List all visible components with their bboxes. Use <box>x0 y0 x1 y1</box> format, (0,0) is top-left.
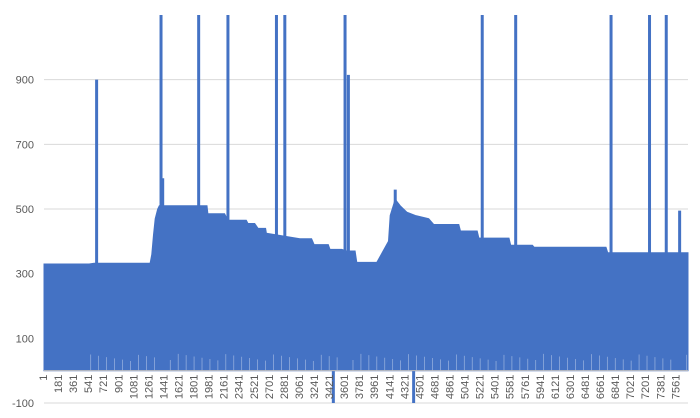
x-tick-label: 1981 <box>204 375 216 399</box>
y-tick-label: 700 <box>16 139 34 151</box>
x-tick-label: 1261 <box>143 375 155 399</box>
x-tick-label: 181 <box>53 375 65 393</box>
x-tick-label: 3061 <box>294 375 306 399</box>
x-tick-label: 901 <box>113 375 125 393</box>
x-tick-label: 1441 <box>158 375 170 399</box>
x-tick-label: 5581 <box>505 375 517 399</box>
x-tick-label: 1801 <box>189 375 201 399</box>
x-tick-label: 6481 <box>580 375 592 399</box>
x-tick-label: 2161 <box>219 375 231 399</box>
x-tick-label: 3961 <box>369 375 381 399</box>
x-tick-label: 2341 <box>234 375 246 399</box>
x-tick-label: 6121 <box>550 375 562 399</box>
x-tick-label: 1621 <box>174 375 186 399</box>
y-tick-label: 300 <box>16 269 34 281</box>
x-tick-label: 6301 <box>565 375 577 399</box>
y-tick-label: 500 <box>16 204 34 216</box>
x-tick-label: 2701 <box>264 375 276 399</box>
x-tick-label: 1 <box>38 375 50 381</box>
x-tick-label: 4861 <box>445 375 457 399</box>
x-tick-label: 361 <box>68 375 80 393</box>
x-tick-label: 5761 <box>520 375 532 399</box>
x-tick-label: 541 <box>83 375 95 393</box>
x-tick-label: 4501 <box>414 375 426 399</box>
x-tick-label: 3241 <box>309 375 321 399</box>
x-tick-label: 4321 <box>399 375 411 399</box>
x-tick-label: 1081 <box>128 375 140 399</box>
x-tick-label: 3421 <box>324 375 336 399</box>
y-tick-label: 900 <box>16 75 34 87</box>
x-tick-label: 6661 <box>595 375 607 399</box>
x-tick-label: 721 <box>98 375 110 393</box>
x-tick-label: 7561 <box>670 375 682 399</box>
x-tick-label: 4141 <box>384 375 396 399</box>
x-tick-label: 7021 <box>625 375 637 399</box>
x-tick-label: 5221 <box>475 375 487 399</box>
x-tick-label: 6841 <box>610 375 622 399</box>
x-tick-label: 3601 <box>339 375 351 399</box>
x-tick-label: 3781 <box>354 375 366 399</box>
x-tick-label: 7381 <box>655 375 667 399</box>
y-tick-label: 100 <box>16 333 34 345</box>
x-tick-label: 2521 <box>249 375 261 399</box>
x-tick-label: 5401 <box>490 375 502 399</box>
x-tick-label: 4681 <box>429 375 441 399</box>
x-tick-label: 7201 <box>640 375 652 399</box>
series-area <box>43 198 689 372</box>
x-tick-label: 5941 <box>535 375 547 399</box>
x-tick-label: 2881 <box>279 375 291 399</box>
x-tick-label: 5041 <box>460 375 472 399</box>
y-tick-label: -100 <box>12 398 34 410</box>
